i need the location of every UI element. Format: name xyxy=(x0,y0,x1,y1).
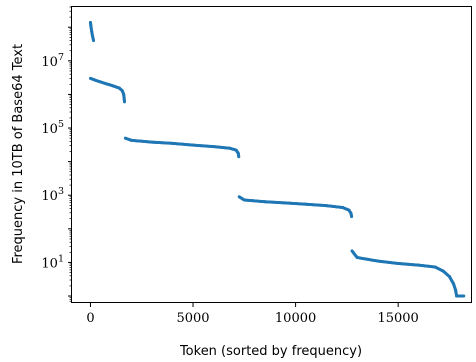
y-tick-label: 103 xyxy=(41,186,64,204)
plot-points xyxy=(88,20,466,298)
x-axis-ticks: 0 5000 10000 15000 xyxy=(86,303,419,326)
x-tick-label: 10000 xyxy=(275,311,316,326)
y-axis-label: Frequency in 10TB of Base64 Text xyxy=(11,44,26,264)
data-point xyxy=(350,215,354,219)
y-tick-label: 107 xyxy=(41,52,64,70)
data-point xyxy=(123,100,127,104)
data-point xyxy=(462,294,466,298)
x-tick-label: 15000 xyxy=(377,311,418,326)
data-point xyxy=(92,39,96,43)
y-tick-label: 105 xyxy=(41,119,64,137)
data-point xyxy=(237,155,241,159)
x-axis-label: Token (sorted by frequency) xyxy=(179,344,362,359)
y-axis-ticks: 101 103 105 107 xyxy=(41,6,72,302)
plot-frame xyxy=(71,6,472,303)
x-tick-label: 5000 xyxy=(176,311,209,326)
x-tick-label: 0 xyxy=(86,311,94,326)
y-tick-label: 101 xyxy=(41,253,64,271)
